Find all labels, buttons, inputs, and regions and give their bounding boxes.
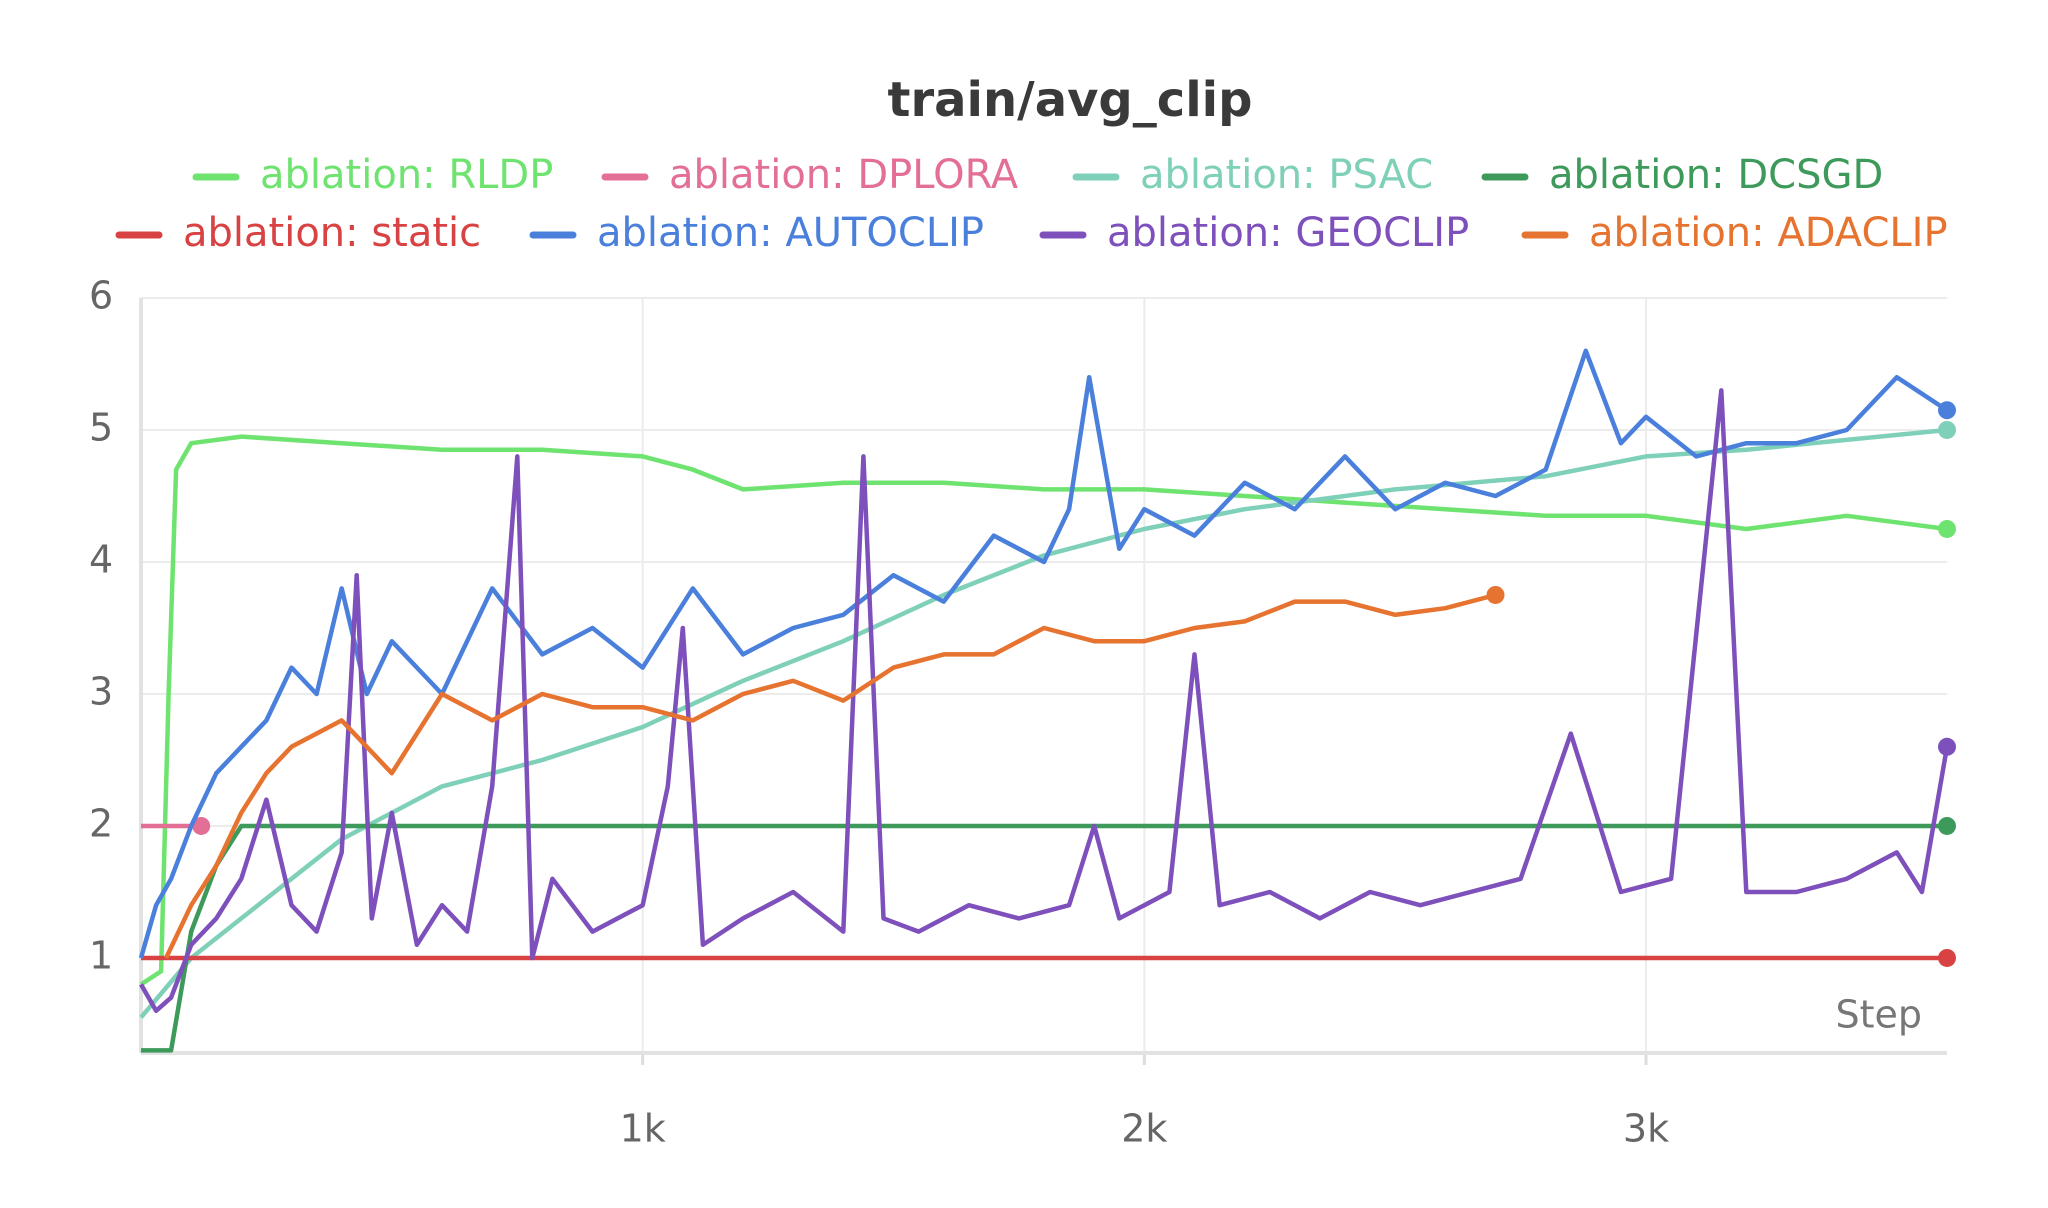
series-line [139,434,1948,987]
y-tick-label: 2 [89,801,113,845]
y-tick-label: 3 [89,669,113,713]
end-point [1938,737,1956,756]
series-line [141,823,1947,1053]
legend-label: ablation: PSAC [1140,152,1433,198]
legend-label: ablation: static [183,210,481,256]
legend-label: ablation: DCSGD [1549,152,1883,198]
y-tick-label: 4 [89,537,113,581]
end-point [1486,585,1505,604]
series-line [138,348,1949,959]
x-tick-label: 2k [1121,1107,1167,1151]
y-tick-label: 1 [89,933,113,977]
series-line [164,592,1497,959]
legend-label: ablation: ADACLIP [1589,210,1948,256]
series-line [139,427,1948,1019]
end-point [192,816,211,835]
end-point [1938,948,1956,967]
x-axis-label: Step [1835,993,1922,1037]
end-point [1938,519,1956,538]
legend-label: ablation: RLDP [260,152,553,198]
end-point [1938,420,1956,439]
end-point [1938,816,1956,835]
chart-title: train/avg_clip [888,72,1253,128]
legend-label: ablation: DPLORA [669,152,1019,198]
series-line [139,388,1950,1014]
y-tick-label: 5 [89,405,113,449]
x-tick-label: 1k [620,1107,666,1151]
legend-label: ablation: AUTOCLIP [597,210,984,256]
legend-label: ablation: GEOCLIP [1107,210,1469,256]
end-point [1938,401,1956,420]
y-tick-label: 6 [89,274,113,318]
x-tick-label: 3k [1623,1107,1669,1151]
